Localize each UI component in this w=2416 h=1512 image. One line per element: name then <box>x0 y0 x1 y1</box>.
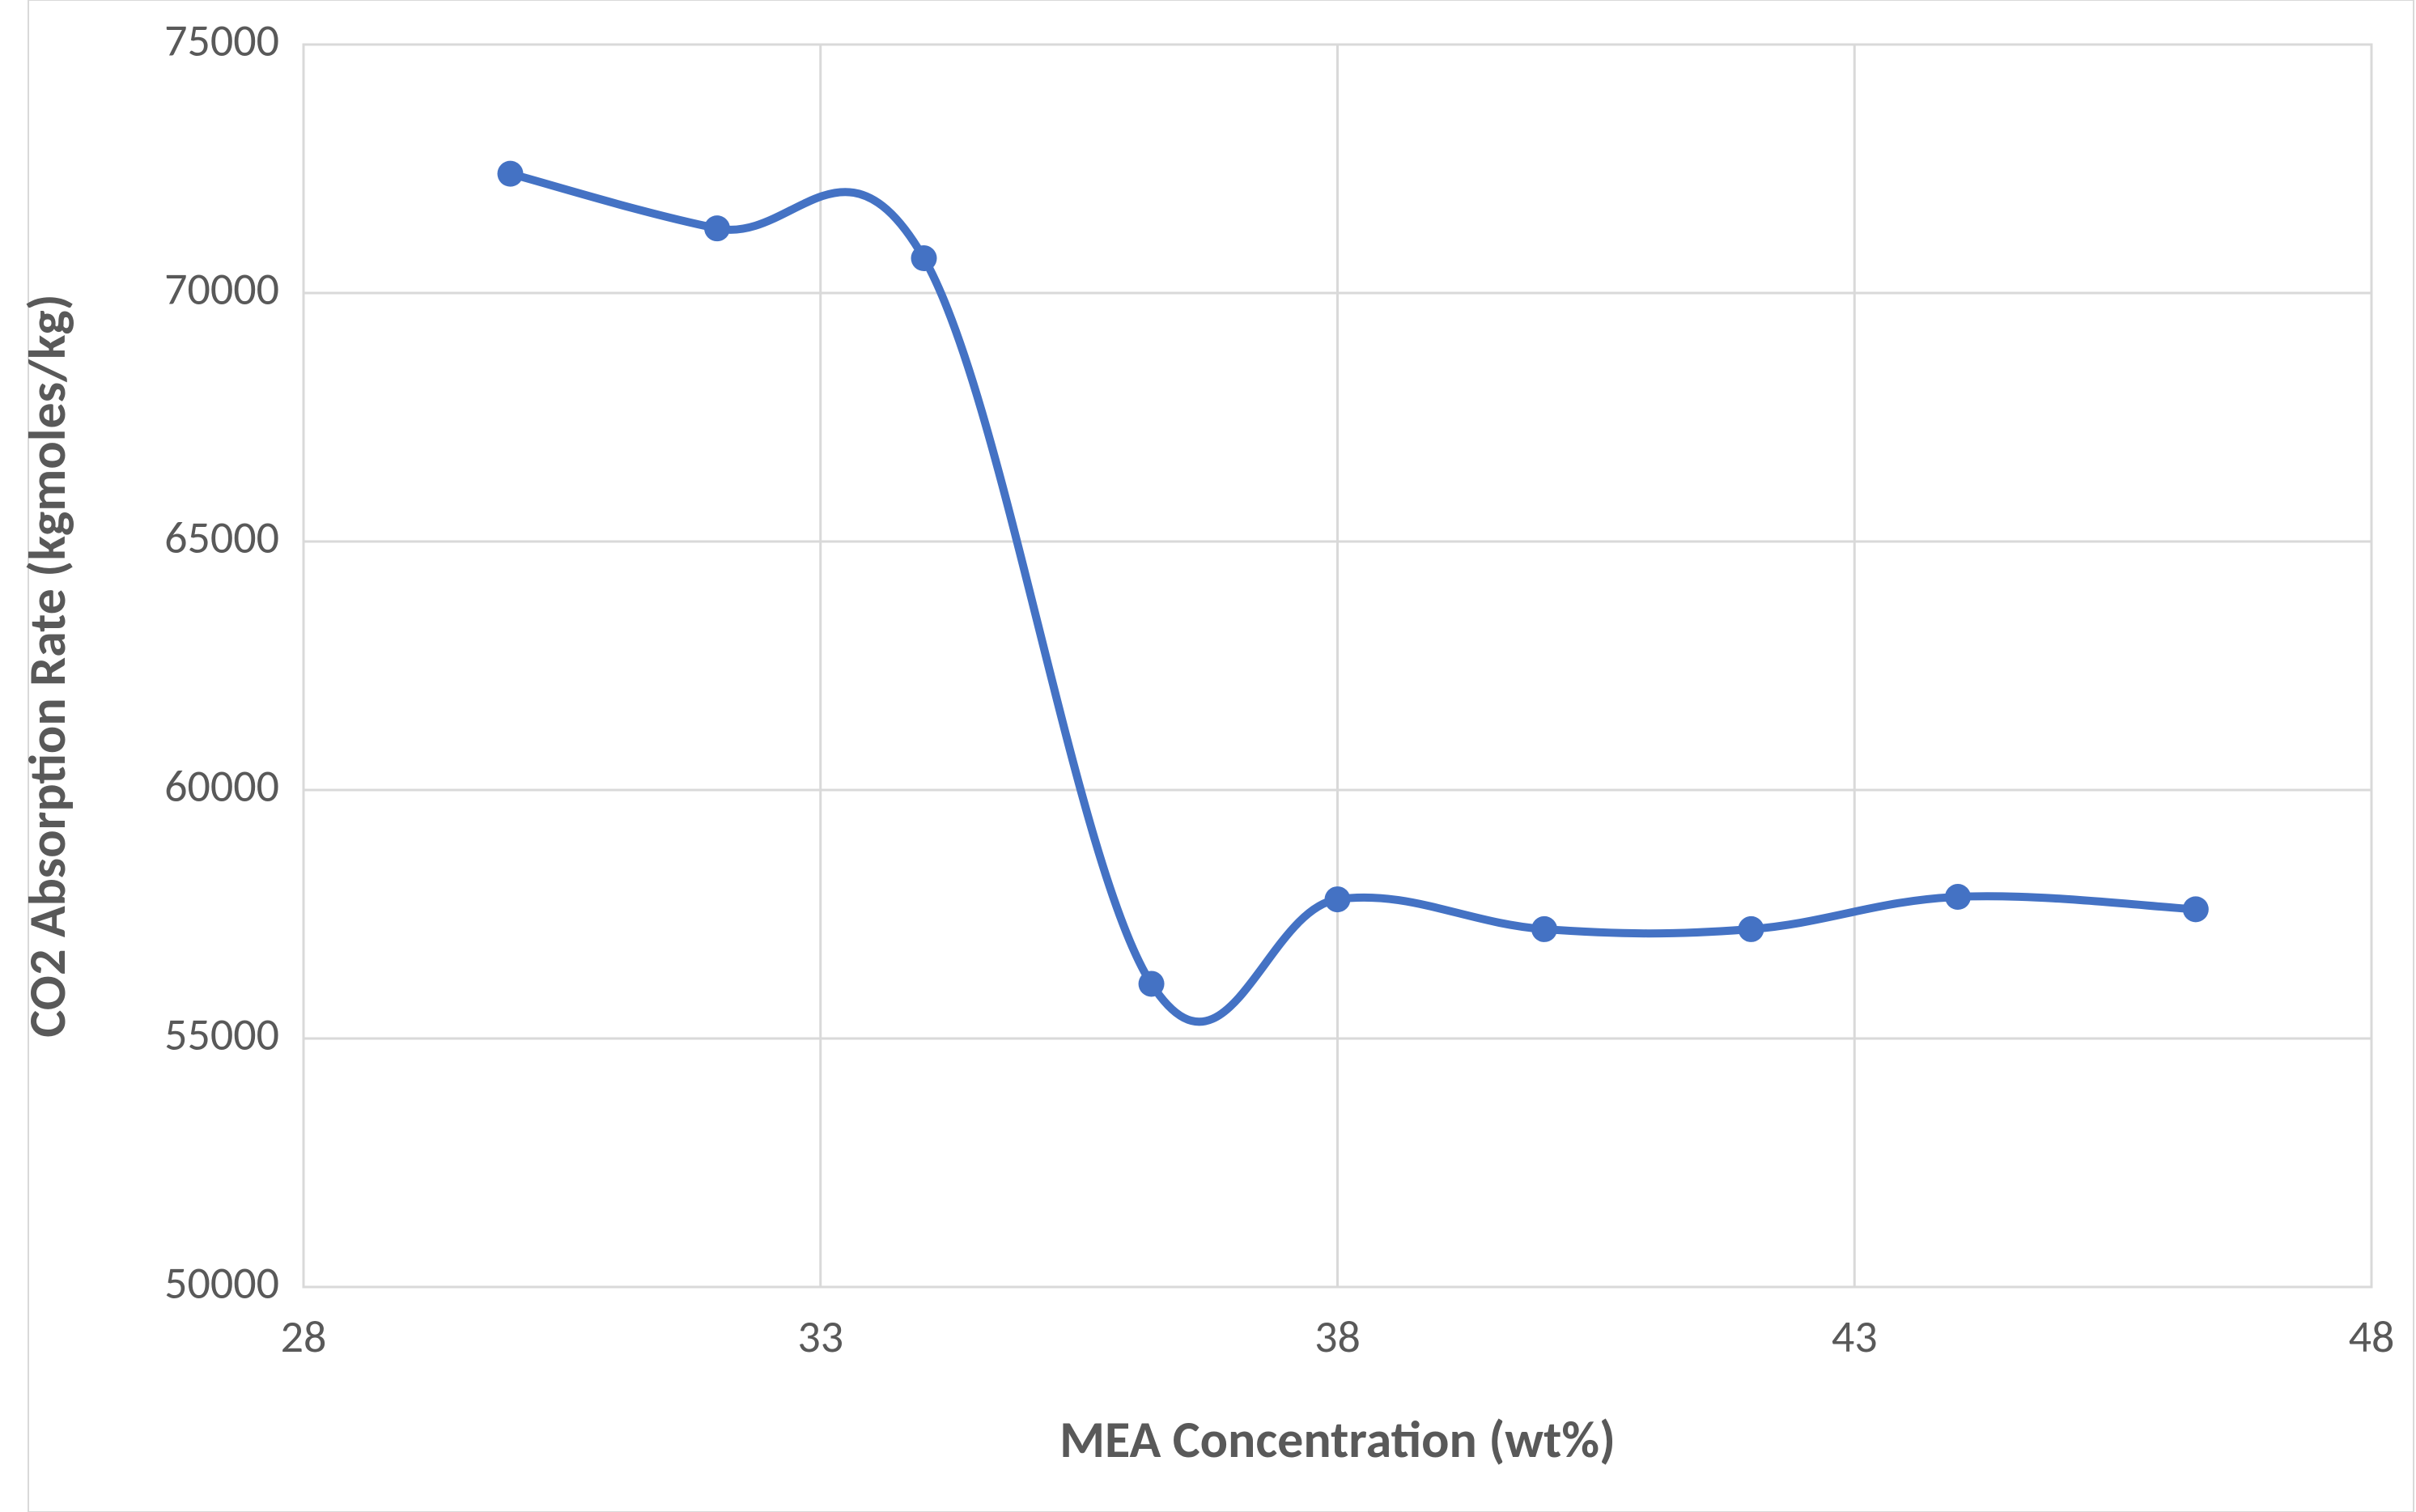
x-tick-label: 43 <box>1832 1310 1878 1365</box>
x-tick-label: 28 <box>281 1310 327 1365</box>
data-point-marker <box>911 245 937 271</box>
chart-container: 28 33 38 43 48 50000 55000 60000 65000 70000 75000… <box>0 0 2416 1512</box>
data-point-marker <box>704 215 730 241</box>
y-tick-label: 65000 <box>164 510 279 565</box>
y-tick-label: 75000 <box>164 13 279 68</box>
data-point-marker <box>1325 886 1351 912</box>
y-tick-label: 50000 <box>164 1255 279 1310</box>
data-point-marker <box>1739 916 1764 942</box>
data-point-marker <box>1945 884 1971 910</box>
x-tick-label: 33 <box>797 1310 843 1365</box>
data-point-marker <box>498 161 524 187</box>
x-tick-label: 38 <box>1314 1310 1361 1365</box>
data-point-marker <box>1531 916 1557 942</box>
chart-outer-border <box>28 0 2414 1512</box>
chart-svg: 28 33 38 43 48 50000 55000 60000 65000 70000 75000… <box>0 0 2416 1512</box>
data-series-line <box>511 174 2196 1022</box>
data-point-marker <box>1139 970 1165 996</box>
x-axis-title: MEA Concentration (wt%) <box>1059 1408 1616 1472</box>
y-axis-title: CO2 Absorption Rate (kgmoles/kg) <box>16 294 79 1037</box>
y-tick-label: 60000 <box>164 758 279 813</box>
data-point-marker <box>2183 896 2209 922</box>
x-tick-label: 48 <box>2349 1310 2395 1365</box>
y-tick-label: 70000 <box>164 261 279 316</box>
y-tick-label: 55000 <box>164 1007 279 1062</box>
